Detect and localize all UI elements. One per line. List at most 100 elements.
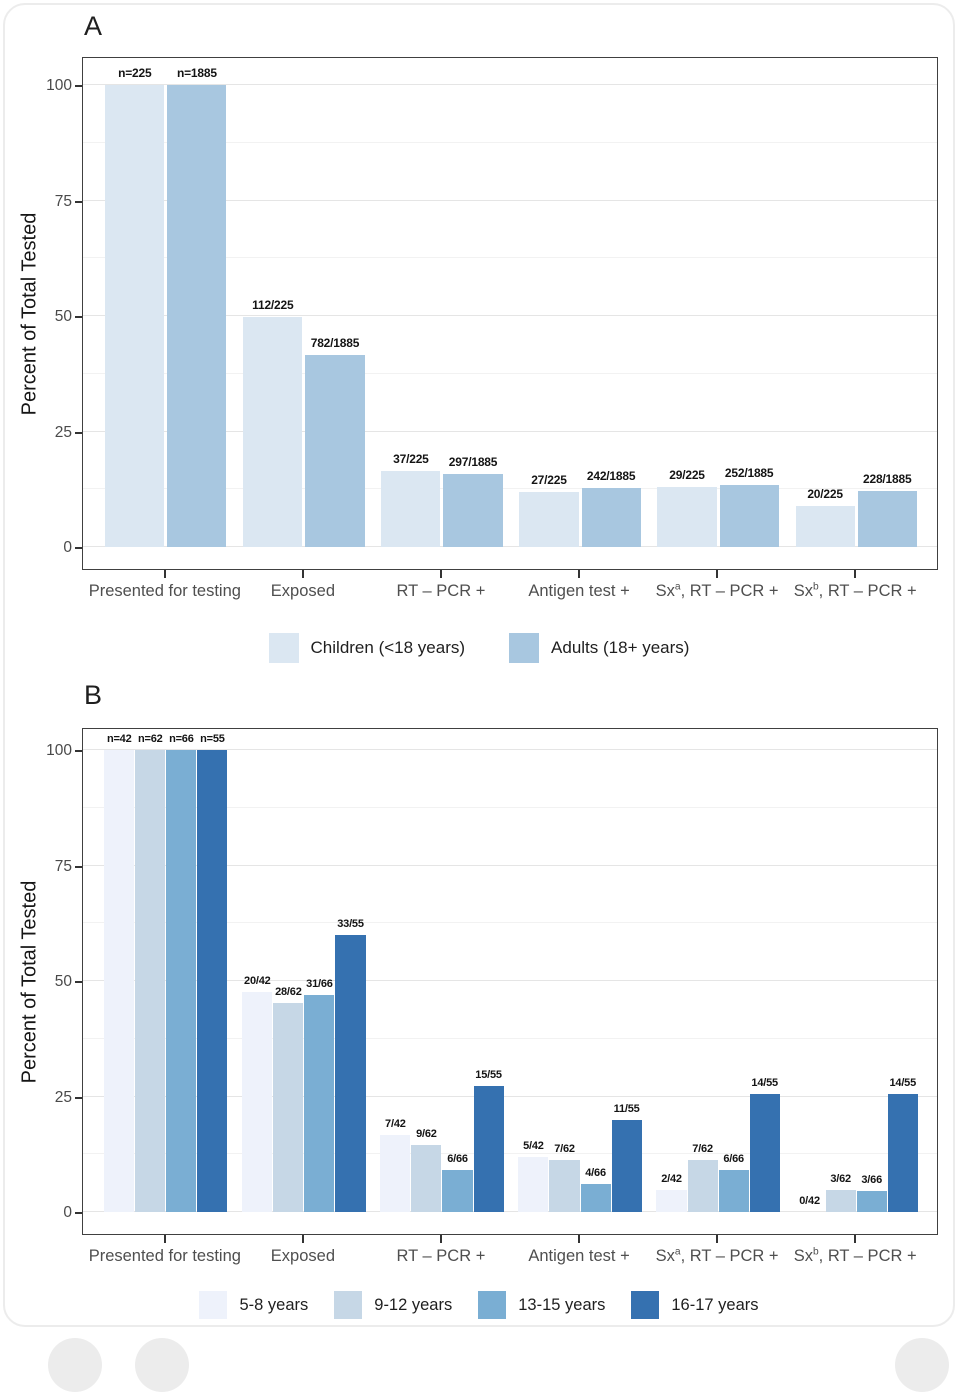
- bar-value-label: 5/42: [523, 1140, 544, 1153]
- legend-a: Children (<18 years) Adults (18+ years): [0, 633, 958, 663]
- x-category-label: Sxb, RT – PCR +: [793, 581, 917, 600]
- bar-value-label: 0/42: [799, 1195, 820, 1207]
- bar-value-label: 11/55: [613, 1102, 640, 1115]
- y-tick-label: 0: [63, 1204, 72, 1221]
- bar-value-label: 297/1885: [448, 455, 498, 470]
- nav-circle-button-2[interactable]: [135, 1338, 189, 1392]
- legend-swatch: [509, 633, 540, 663]
- bar-adults-(18+-years): [443, 474, 503, 547]
- bar-5-8-years: [104, 750, 135, 1212]
- bar-value-label: 782/1885: [310, 336, 360, 351]
- bar-adults-(18+-years): [581, 487, 641, 547]
- bar-value-label: 7/62: [692, 1142, 713, 1155]
- bar-value-label: 31/66: [306, 978, 333, 990]
- bar-value-label: n=1885: [176, 66, 217, 80]
- major-gridline: [83, 749, 937, 750]
- x-tick-mark: [716, 570, 719, 578]
- bar-5-8-years: [242, 992, 273, 1212]
- bar-5-8-years: [656, 1190, 687, 1212]
- x-category-label: Sxb, RT – PCR +: [793, 1246, 917, 1265]
- legend-label: Children (<18 years): [310, 638, 466, 657]
- x-category-label: RT – PCR +: [396, 1247, 486, 1265]
- bar-16-17-years: [749, 1094, 780, 1212]
- y-tick-label: 0: [63, 539, 72, 556]
- bar-9-12-years: [273, 1003, 304, 1212]
- x-category-label: Presented for testing: [88, 582, 241, 600]
- bar-adults-(18+-years): [857, 491, 917, 547]
- y-tick-label: 75: [54, 192, 72, 210]
- nav-circle-button-3[interactable]: [895, 1338, 949, 1392]
- bar-value-label: 242/1885: [586, 468, 636, 483]
- bar-value-label: n=225: [118, 66, 152, 80]
- bar-value-label: 6/66: [723, 1153, 744, 1166]
- bar-value-label: 3/66: [861, 1173, 882, 1186]
- legend-item: Adults (18+ years): [509, 633, 689, 663]
- bar-value-label: n=62: [138, 733, 163, 745]
- major-gridline: [83, 315, 937, 316]
- y-tick-label: 50: [54, 308, 72, 325]
- bar-13-15-years: [442, 1170, 473, 1212]
- bar-5-8-years: [518, 1157, 549, 1212]
- x-tick-mark: [163, 570, 166, 578]
- bar-13-15-years: [166, 750, 197, 1212]
- y-tick-mark: [75, 750, 82, 752]
- bar-value-label: 228/1885: [862, 472, 912, 487]
- y-tick-mark: [75, 1212, 82, 1214]
- bar-9-12-years: [411, 1144, 442, 1212]
- minor-gridline: [83, 1037, 937, 1039]
- bar-value-label: 2/42: [661, 1173, 682, 1186]
- legend-swatch: [268, 633, 299, 663]
- bar-value-label: 14/55: [889, 1077, 917, 1090]
- bar-13-15-years: [856, 1190, 887, 1212]
- bar-value-label: 28/62: [275, 986, 302, 999]
- bar-16-17-years: [473, 1086, 504, 1212]
- y-tick-mark: [75, 316, 82, 318]
- panel-b-label: B: [84, 680, 103, 710]
- x-tick-mark: [854, 570, 857, 578]
- y-tick-label: 25: [54, 423, 72, 441]
- y-tick-mark: [75, 85, 82, 87]
- minor-gridline: [83, 1153, 937, 1155]
- legend-label: Adults (18+ years): [551, 638, 690, 657]
- bar-value-label: 33/55: [337, 917, 364, 930]
- major-gridline: [83, 864, 937, 866]
- minor-gridline: [83, 488, 937, 490]
- legend-label: 16-17 years: [671, 1295, 759, 1314]
- minor-gridline: [83, 922, 937, 924]
- bar-value-label: 3/62: [830, 1172, 851, 1185]
- bar-children-(<18-years): [105, 85, 165, 547]
- major-gridline: [83, 199, 937, 201]
- panel-a: A Percent of Total Tested n=225 n=1885 112…: [0, 11, 958, 663]
- legend-label: 5-8 years: [239, 1295, 309, 1314]
- x-category-label: Antigen test +: [528, 1247, 630, 1265]
- bar-value-label: 14/55: [751, 1077, 778, 1090]
- minor-gridline: [83, 141, 937, 143]
- bar-16-17-years: [335, 934, 366, 1212]
- bar-value-label: 29/225: [669, 468, 705, 483]
- y-tick-mark: [75, 981, 82, 983]
- x-tick-mark: [578, 570, 581, 578]
- y-tick-mark: [75, 200, 82, 203]
- bar-value-label: n=42: [106, 733, 132, 745]
- bar-adults-(18+-years): [167, 85, 227, 547]
- x-tick-mark: [439, 1235, 442, 1243]
- bar-13-15-years: [718, 1170, 749, 1212]
- major-gridline: [83, 1095, 937, 1097]
- minor-gridline: [83, 372, 937, 374]
- bar-value-label: 112/225: [252, 298, 294, 313]
- bar-value-label: n=66: [169, 733, 194, 745]
- bar-value-label: 27/225: [531, 472, 567, 487]
- bar-16-17-years: [887, 1094, 918, 1212]
- x-tick-mark: [163, 1235, 166, 1243]
- major-gridline: [83, 430, 937, 432]
- x-category-label: Presented for testing: [88, 1247, 241, 1265]
- legend-item: 16-17 years: [631, 1291, 759, 1319]
- y-tick-mark: [75, 547, 82, 549]
- bar-value-label: n=55: [200, 733, 225, 745]
- bar-children-(<18-years): [381, 471, 441, 547]
- nav-circle-button-1[interactable]: [48, 1338, 102, 1392]
- minor-gridline: [83, 806, 937, 808]
- legend-item: Children (<18 years): [268, 633, 466, 663]
- bar-children-(<18-years): [243, 317, 303, 547]
- plot-area-a: n=225 n=1885 112/225 782/1885 37/225 297/1885…: [82, 57, 938, 570]
